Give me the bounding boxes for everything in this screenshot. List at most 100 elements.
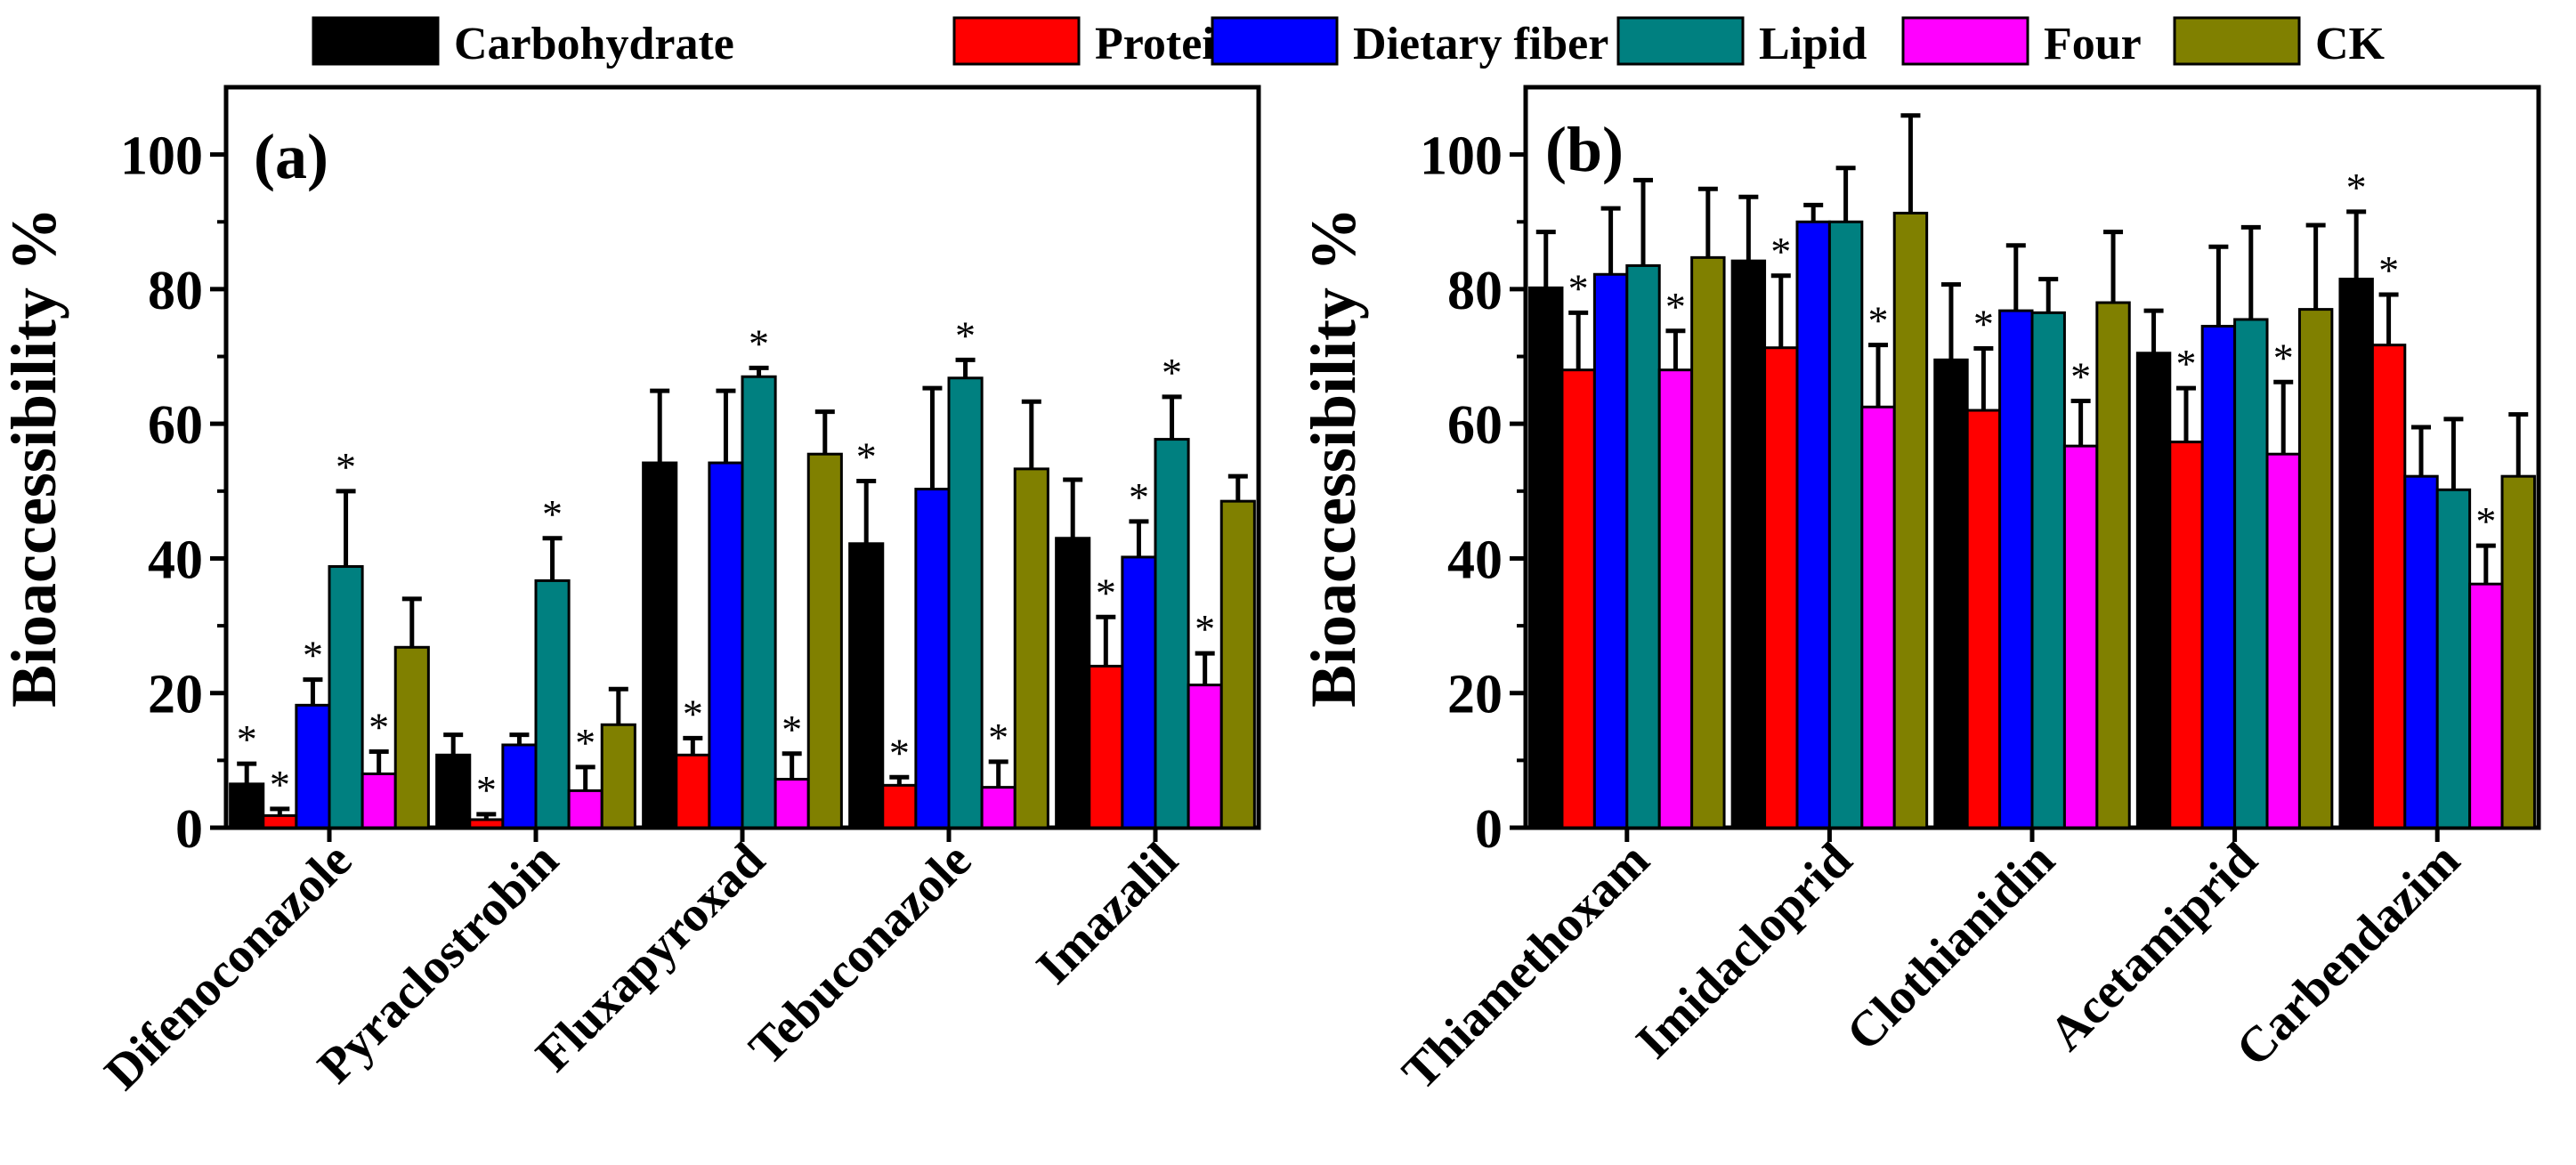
legend-label-dietary-fiber: Dietary fiber [1353, 19, 1608, 69]
y-tick-label: 40 [1447, 530, 1503, 590]
significance-star-tebuconazole-four: * [988, 715, 1009, 760]
category-label-clothianidin: Clothianidin [1836, 832, 2065, 1061]
bar-difenoconazole-carbohydrate [229, 782, 265, 829]
bar-imidacloprid-protein [1763, 346, 1799, 829]
significance-star-difenoconazole-lipid: * [336, 444, 356, 489]
y-axis-title: Bioaccessibility % [0, 207, 69, 708]
bar-thiamethoxam-four [1657, 368, 1694, 829]
bar-pyraclostrobin-lipid [534, 578, 571, 829]
significance-star-thiamethoxam-four: * [1665, 284, 1686, 329]
bar-thiamethoxam-protein [1560, 368, 1596, 829]
bar-imazalil-carbohydrate [1055, 537, 1091, 829]
bar-pyraclostrobin-dietary-fiber [501, 743, 538, 829]
bar-fluxapyroxad-carbohydrate [642, 461, 678, 829]
bar-pyraclostrobin-protein [468, 818, 505, 829]
bar-acetamiprid-protein [2168, 441, 2204, 829]
bar-acetamiprid-ck [2297, 308, 2334, 829]
bar-tebuconazole-ck [1013, 467, 1049, 829]
y-tick-label: 20 [1447, 665, 1503, 725]
y-axis-title: Bioaccessibility % [1298, 207, 1369, 708]
significance-star-pyraclostrobin-protein: * [476, 767, 497, 813]
significance-star-fluxapyroxad-four: * [782, 707, 802, 752]
bar-imazalil-dietary-fiber [1121, 555, 1157, 829]
bar-imidacloprid-lipid [1827, 220, 1864, 829]
bar-imazalil-ck [1219, 499, 1256, 829]
significance-star-tebuconazole-protein: * [889, 730, 910, 775]
significance-star-fluxapyroxad-protein: * [683, 691, 703, 736]
legend-label-lipid: Lipid [1759, 19, 1867, 69]
significance-star-pyraclostrobin-four: * [575, 720, 595, 765]
significance-star-tebuconazole-lipid: * [955, 312, 976, 358]
bar-carbendazim-ck [2500, 474, 2536, 829]
bar-imazalil-lipid [1154, 438, 1190, 829]
bar-clothianidin-lipid [2030, 311, 2066, 829]
legend-swatch-four [1901, 16, 2029, 66]
bar-imidacloprid-four [1860, 405, 1896, 829]
bar-carbendazim-four [2468, 582, 2504, 829]
significance-star-carbendazim-four: * [2475, 498, 2496, 544]
legend-swatch-carbohydrate [312, 16, 440, 66]
bar-thiamethoxam-carbohydrate [1528, 286, 1564, 829]
y-tick-label: 0 [1475, 799, 1503, 860]
significance-star-difenoconazole-dietary-fiber: * [303, 633, 323, 678]
category-label-imidacloprid: Imidacloprid [1626, 832, 1863, 1069]
bar-carbendazim-dietary-fiber [2403, 474, 2439, 829]
significance-star-imazalil-dietary-fiber: * [1129, 474, 1149, 520]
y-tick-label: 20 [148, 665, 203, 725]
significance-star-thiamethoxam-protein: * [1568, 265, 1589, 311]
significance-star-imazalil-protein: * [1096, 570, 1116, 615]
bar-clothianidin-carbohydrate [1933, 358, 1969, 829]
significance-star-clothianidin-four: * [2070, 353, 2091, 399]
bar-fluxapyroxad-protein [675, 753, 711, 829]
bar-difenoconazole-protein [262, 813, 298, 829]
significance-star-pyraclostrobin-lipid: * [542, 491, 563, 537]
category-label-thiamethoxam: Thiamethoxam [1392, 832, 1660, 1100]
significance-star-imidacloprid-protein: * [1770, 229, 1791, 274]
bar-clothianidin-protein [1965, 409, 2002, 829]
bar-fluxapyroxad-dietary-fiber [708, 461, 744, 829]
significance-star-carbendazim-carbohydrate: * [2346, 165, 2367, 210]
category-label-imazalil: Imazalil [1026, 832, 1188, 994]
bar-acetamiprid-four [2265, 452, 2301, 829]
bar-difenoconazole-lipid [328, 565, 364, 829]
bar-fluxapyroxad-ck [806, 452, 843, 829]
bar-imidacloprid-dietary-fiber [1795, 220, 1831, 829]
bar-carbendazim-protein [2370, 344, 2407, 829]
y-tick-label: 60 [1447, 395, 1503, 456]
y-tick-label: 80 [1447, 261, 1503, 321]
bar-imazalil-protein [1088, 664, 1124, 829]
bar-acetamiprid-lipid [2233, 318, 2269, 829]
panel-label: (b) [1545, 114, 1624, 185]
bar-acetamiprid-dietary-fiber [2200, 325, 2237, 829]
significance-star-difenoconazole-four: * [369, 705, 389, 750]
y-tick-label: 60 [148, 395, 203, 456]
bar-clothianidin-four [2062, 444, 2099, 829]
bar-imidacloprid-carbohydrate [1730, 259, 1767, 829]
bar-tebuconazole-carbohydrate [848, 542, 885, 829]
bar-difenoconazole-ck [393, 645, 430, 829]
bar-tebuconazole-four [980, 786, 1017, 829]
bar-thiamethoxam-dietary-fiber [1592, 272, 1629, 829]
bar-imazalil-four [1187, 684, 1223, 829]
legend-swatch-dietary-fiber [1211, 16, 1339, 66]
significance-star-tebuconazole-carbohydrate: * [856, 433, 877, 479]
bar-fluxapyroxad-four [774, 778, 810, 829]
significance-star-carbendazim-protein: * [2378, 247, 2399, 293]
significance-star-imidacloprid-four: * [1868, 298, 1889, 344]
y-tick-label: 100 [1420, 126, 1503, 187]
y-tick-label: 40 [148, 530, 203, 590]
significance-star-imazalil-lipid: * [1162, 350, 1182, 395]
legend-swatch-lipid [1616, 16, 1745, 66]
significance-star-acetamiprid-protein: * [2175, 341, 2196, 386]
bar-tebuconazole-dietary-fiber [914, 488, 951, 829]
bar-difenoconazole-four [360, 772, 397, 829]
bar-tebuconazole-protein [881, 783, 918, 829]
bar-acetamiprid-carbohydrate [2135, 352, 2172, 829]
bar-tebuconazole-lipid [947, 376, 984, 829]
bar-difenoconazole-dietary-fiber [295, 703, 331, 829]
significance-star-fluxapyroxad-lipid: * [749, 320, 769, 366]
bar-thiamethoxam-lipid [1625, 263, 1661, 829]
